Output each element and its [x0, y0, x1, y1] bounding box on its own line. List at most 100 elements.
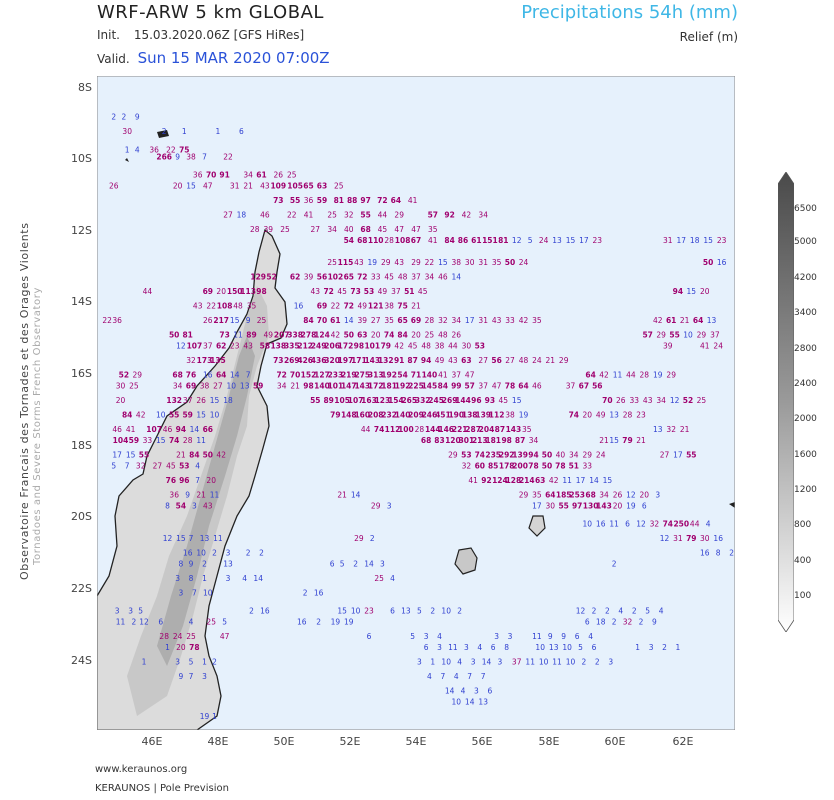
precip-value: 31 — [230, 182, 240, 191]
precip-value: 4 — [659, 607, 664, 616]
precip-value: 9 — [175, 153, 180, 162]
precip-value: 65 — [344, 273, 354, 282]
precip-value: 22 — [223, 153, 233, 162]
precip-value: 249 — [311, 342, 327, 351]
precip-value: 33 — [583, 461, 593, 470]
precip-value: 7 — [189, 534, 194, 543]
precip-value: 4 — [461, 687, 466, 696]
precip-value: 10 — [227, 382, 237, 391]
precip-value: 10 — [583, 520, 593, 529]
precip-value: 4 — [454, 672, 459, 681]
precip-value: 19 — [368, 258, 378, 267]
precip-value: 13 — [240, 382, 250, 391]
precip-value: 18 — [237, 211, 247, 220]
precip-value: 2 — [246, 549, 251, 558]
precip-value: 19 — [331, 618, 341, 627]
precip-value: 32 — [462, 461, 472, 470]
precip-value: 35 — [532, 491, 542, 500]
precip-value: 12 — [626, 491, 636, 500]
precip-value: 48 — [421, 342, 431, 351]
precip-value: 17 — [532, 501, 542, 510]
precip-value: 61 — [330, 316, 340, 325]
precip-value: 45 — [337, 287, 347, 296]
precip-value: 11 — [562, 476, 572, 485]
precip-value: 39 — [304, 273, 314, 282]
precip-value: 15 — [176, 534, 186, 543]
precip-value: 57 — [642, 331, 652, 340]
precip-value: 59 — [317, 196, 327, 205]
precip-value: 11 — [116, 618, 126, 627]
precip-value: 57 — [464, 382, 474, 391]
precip-value: 69 — [317, 302, 327, 311]
precip-value: 204 — [479, 425, 495, 434]
precip-value: 2 — [457, 607, 462, 616]
precip-value: 47 — [220, 632, 230, 641]
lat-tick-label: 24S — [71, 654, 92, 667]
precip-value: 214 — [519, 476, 535, 485]
precip-value: 105 — [334, 396, 350, 405]
precip-value: 9 — [185, 491, 190, 500]
precip-value: 35 — [384, 316, 394, 325]
precip-value: 18 — [596, 618, 606, 627]
precip-value: 29 — [381, 258, 391, 267]
precip-value: 22 — [425, 258, 435, 267]
precip-value: 68 — [421, 436, 431, 445]
precip-value: 45 — [378, 225, 388, 234]
precip-value: 63 — [535, 476, 545, 485]
precip-value: 146 — [438, 425, 454, 434]
precip-value: 72 — [323, 287, 333, 296]
precip-value: 10 — [683, 331, 693, 340]
precip-value: 74 — [475, 451, 485, 460]
precip-value: 34 — [452, 316, 462, 325]
precip-value: 50 — [703, 258, 713, 267]
precip-value: 22 — [206, 302, 216, 311]
precip-value: 7 — [467, 672, 472, 681]
precip-value: 25 — [327, 258, 337, 267]
precip-value: 28 — [384, 236, 394, 245]
precip-value: 85 — [488, 461, 498, 470]
precip-value: 10 — [351, 607, 361, 616]
precip-value: 26 — [616, 396, 626, 405]
precip-value: 10 — [441, 658, 451, 667]
precip-value: 42 — [136, 411, 146, 420]
precip-value: 209 — [408, 411, 424, 420]
precip-value: 4 — [706, 520, 711, 529]
lon-tick-label: 56E — [471, 735, 493, 748]
footer-brand: KERAUNOS | Pole Prevision — [95, 783, 229, 794]
precip-value: 25 — [206, 618, 216, 627]
precip-value: 83 — [434, 436, 444, 445]
precip-value: 21 — [196, 491, 206, 500]
precip-value: 20 — [206, 476, 216, 485]
precip-value: 128 — [506, 476, 522, 485]
reunion-island — [454, 547, 478, 575]
precip-value: 21 — [411, 302, 421, 311]
precip-value: 102 — [328, 273, 344, 282]
precip-value: 115 — [338, 258, 354, 267]
precip-value: 6 — [491, 643, 496, 652]
precip-value: 94 — [528, 451, 538, 460]
precip-value: 124 — [314, 331, 330, 340]
precip-value: 38 — [384, 302, 394, 311]
precip-value: 6 — [625, 520, 630, 529]
precip-value: 34 — [478, 211, 488, 220]
precip-value: 3 — [494, 632, 499, 641]
precip-value: 14 — [190, 425, 200, 434]
precip-value: 91 — [219, 171, 229, 180]
precip-value: 3 — [437, 643, 442, 652]
precip-value: 4 — [588, 632, 593, 641]
precip-value: 20 — [371, 331, 381, 340]
precip-value: 24 — [519, 258, 529, 267]
precip-value: 8 — [716, 549, 721, 558]
product-title: Precipitations 54h (mm) — [521, 2, 738, 23]
precip-value: 18 — [690, 236, 700, 245]
precip-value: 55 — [686, 451, 696, 460]
precip-value: 23 — [636, 411, 646, 420]
precip-value: 3 — [175, 658, 180, 667]
precip-value: 53 — [179, 461, 189, 470]
precip-value: 63 — [317, 182, 327, 191]
precip-value: 55 — [290, 196, 300, 205]
precip-value: 12 — [576, 607, 586, 616]
precip-value: 13 — [707, 316, 717, 325]
precip-value: 23 — [717, 236, 727, 245]
